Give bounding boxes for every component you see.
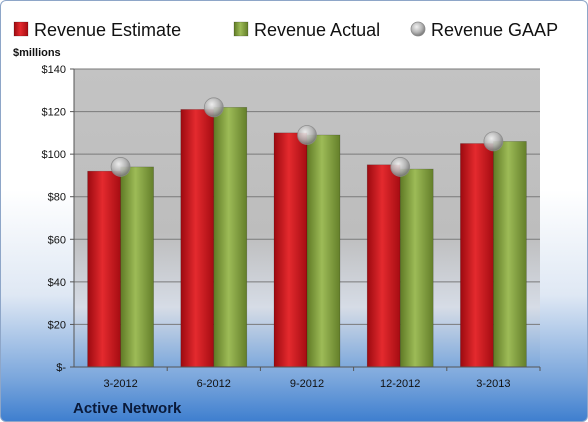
x-tick-label: 3-2012 — [103, 378, 137, 390]
y-tick-label: $80 — [48, 192, 66, 204]
y-tick-label: $40 — [48, 277, 66, 289]
estimate-bar — [180, 109, 215, 368]
y-tick-label: $120 — [42, 107, 66, 119]
y-tick-label: $140 — [42, 64, 66, 76]
actual-bar — [306, 134, 341, 368]
estimate-bar — [273, 132, 308, 368]
estimate-bar — [460, 143, 494, 368]
actual-bar — [493, 141, 527, 368]
x-tick-label: 6-2012 — [197, 378, 231, 390]
footer-label: Active Network — [73, 400, 182, 417]
unit-label: $millions — [13, 47, 61, 59]
y-tick-label: $60 — [48, 234, 66, 246]
gaap-marker — [297, 125, 317, 145]
legend-label: Revenue Estimate — [34, 20, 181, 40]
gaap-marker — [110, 157, 131, 177]
estimate-bar — [366, 164, 401, 368]
actual-bar — [120, 166, 154, 368]
estimate-bar — [87, 170, 121, 368]
y-tick-label: $- — [56, 362, 66, 374]
x-tick-label: 9-2012 — [290, 378, 324, 390]
legend-swatch — [13, 21, 29, 37]
gaap-marker — [390, 157, 411, 177]
legend-label: Revenue GAAP — [431, 20, 558, 40]
gaap-marker — [483, 131, 504, 152]
y-tick-label: $100 — [42, 149, 66, 161]
actual-bar — [213, 107, 248, 368]
y-tick-label: $20 — [48, 319, 66, 331]
legend-label: Revenue Actual — [254, 20, 380, 40]
actual-bar — [399, 168, 434, 368]
legend-gaap-marker — [410, 21, 426, 37]
x-tick-label: 3-2013 — [476, 378, 510, 390]
gaap-marker — [203, 97, 224, 118]
legend-swatch — [233, 21, 249, 37]
x-tick-label: 12-2012 — [380, 378, 420, 390]
